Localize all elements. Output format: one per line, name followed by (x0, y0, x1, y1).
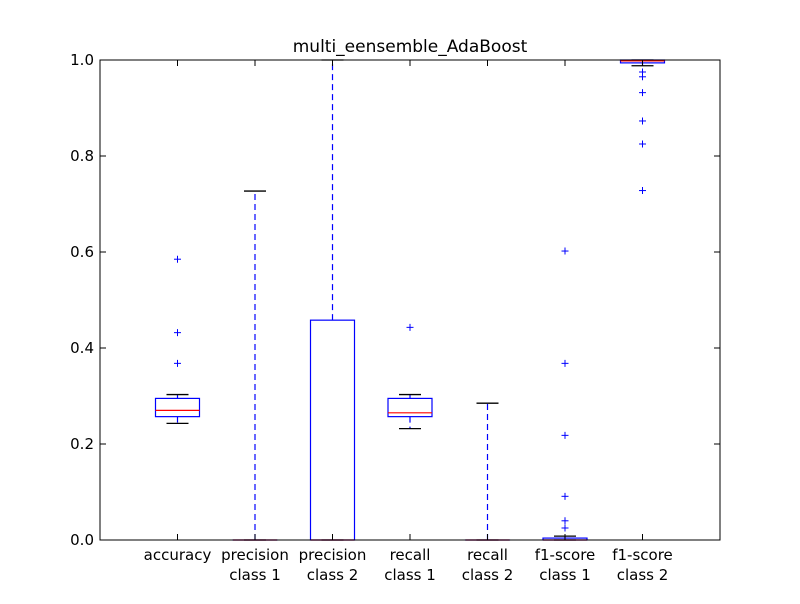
iqr-box (311, 320, 355, 540)
x-tick-label: accuracy (144, 546, 212, 564)
chart-title: multi_eensemble_AdaBoost (293, 37, 528, 57)
x-tick-label-line2: class 2 (462, 566, 514, 584)
outlier-point (639, 89, 646, 96)
x-tick-label-line2: class 2 (617, 566, 669, 584)
outlier-point (407, 324, 414, 331)
plot-area (156, 60, 665, 540)
y-tick-label: 0.4 (70, 339, 94, 357)
x-tick-label-line2: class 1 (384, 566, 436, 584)
outlier-point (174, 360, 181, 367)
outlier-point (562, 493, 569, 500)
outlier-point (562, 360, 569, 367)
box-series-2 (311, 60, 355, 540)
outlier-point (562, 432, 569, 439)
outlier-point (639, 117, 646, 124)
axes-frame (100, 60, 720, 540)
outlier-point (174, 329, 181, 336)
outlier-point (639, 187, 646, 194)
outlier-point (562, 517, 569, 524)
x-tick-label-line2: class 1 (539, 566, 591, 584)
x-tick-label: f1-score (612, 546, 673, 564)
y-tick-label: 1.0 (70, 51, 94, 69)
y-tick-label: 0.2 (70, 435, 94, 453)
x-tick-label: recall (467, 546, 508, 564)
box-series-6 (621, 60, 665, 194)
outlier-point (174, 256, 181, 263)
y-tick-label: 0.6 (70, 243, 94, 261)
x-tick-label: precision (221, 546, 289, 564)
outlier-point (639, 69, 646, 76)
iqr-box (388, 398, 432, 416)
iqr-box (156, 398, 200, 416)
box-series-0 (156, 256, 200, 424)
box-series-3 (388, 324, 432, 429)
y-tick-label: 0.8 (70, 147, 94, 165)
box-series-5 (543, 248, 587, 540)
box-series-1 (233, 191, 277, 540)
x-tick-label-line2: class 2 (307, 566, 359, 584)
outlier-point (639, 141, 646, 148)
x-tick-label: f1-score (535, 546, 596, 564)
axes: 0.0 0.2 0.4 0.6 0.8 1.0 accuracy precision class… (70, 51, 720, 584)
y-tick-label: 0.0 (70, 531, 94, 549)
x-tick-label-line2: class 1 (229, 566, 281, 584)
x-tick-label: recall (390, 546, 431, 564)
box-series-4 (466, 403, 510, 540)
x-tick-label: precision (299, 546, 367, 564)
outlier-point (562, 248, 569, 255)
outlier-point (562, 525, 569, 532)
